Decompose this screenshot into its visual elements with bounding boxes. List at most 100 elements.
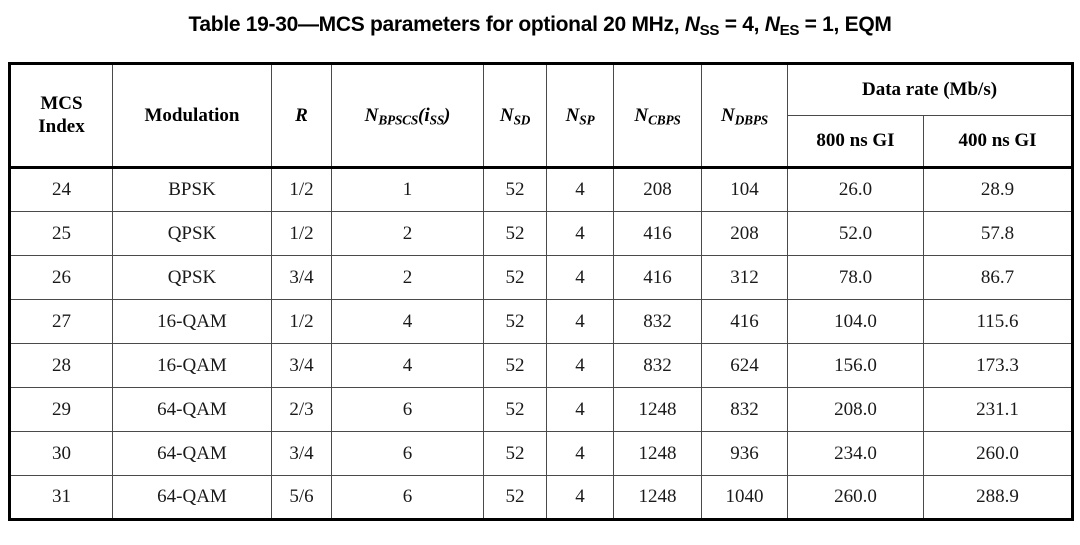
math-sub: BPSCS (378, 112, 419, 128)
cell-dr800: 208.0 (787, 387, 924, 432)
cell-modulation: 64-QAM (112, 431, 272, 476)
cell-dr400: 231.1 (922, 387, 1074, 432)
cell-dr800: 52.0 (787, 211, 924, 256)
table-row: 26 QPSK 3/4 2 52 4 416 312 78.0 86.7 (9, 255, 1074, 300)
header-row-top: MCS Index Modulation R NBPSCS(iSS) NSD N… (9, 63, 1074, 168)
math-base: N (721, 104, 735, 126)
math-base: N (634, 104, 649, 126)
cell-ndbps: 624 (701, 343, 788, 388)
cell-index: 26 (9, 255, 113, 300)
cell-dr800: 234.0 (787, 431, 924, 476)
cell-r: 3/4 (271, 431, 332, 476)
math-sub: SD (513, 112, 531, 128)
math-base: N (364, 104, 379, 126)
cell-ncbps: 208 (613, 166, 702, 212)
cell-ndbps: 832 (701, 387, 788, 432)
cell-ncbps: 1248 (613, 387, 702, 432)
cell-dr400: 115.6 (922, 299, 1074, 344)
table-header: MCS Index Modulation R NBPSCS(iSS) NSD N… (9, 63, 1074, 168)
cell-index: 30 (9, 431, 113, 476)
cell-ncbps: 1248 (613, 431, 702, 476)
cell-ndbps: 416 (701, 299, 788, 344)
cell-dr800: 78.0 (787, 255, 924, 300)
cell-index: 29 (9, 387, 113, 432)
cell-modulation: 64-QAM (112, 387, 272, 432)
cell-dr800: 156.0 (787, 343, 924, 388)
cell-dr400: 86.7 (922, 255, 1074, 300)
cell-index: 28 (9, 343, 113, 388)
cell-nsd: 52 (483, 166, 547, 212)
cell-nsp: 4 (546, 343, 614, 388)
cell-ncbps: 832 (613, 343, 702, 388)
col-header-nsd: NSD (483, 63, 547, 168)
table-row: 30 64-QAM 3/4 6 52 4 1248 936 234.0 260.0 (9, 431, 1074, 476)
cell-nsd: 52 (483, 255, 547, 300)
title-var-nss: N (684, 13, 700, 36)
title-sub-es: ES (779, 21, 800, 39)
cell-ndbps: 312 (701, 255, 788, 300)
cell-modulation: QPSK (112, 211, 272, 256)
col-header-mcs-index: MCS Index (9, 63, 113, 168)
cell-nsp: 4 (546, 299, 614, 344)
title-text-eq1: = 4, (719, 13, 765, 36)
cell-index: 31 (9, 475, 113, 520)
col-header-modulation: Modulation (112, 63, 272, 168)
cell-index: 24 (9, 166, 113, 212)
col-header-ndbps: NDBPS (701, 63, 788, 168)
cell-nsp: 4 (546, 475, 614, 520)
cell-dr400: 173.3 (922, 343, 1074, 388)
cell-r: 1/2 (271, 299, 332, 344)
cell-nbpscs: 2 (331, 211, 484, 256)
cell-nbpscs: 1 (331, 166, 484, 212)
cell-ndbps: 104 (701, 166, 788, 212)
cell-nsp: 4 (546, 211, 614, 256)
cell-modulation: QPSK (112, 255, 272, 300)
table-row: 27 16-QAM 1/2 4 52 4 832 416 104.0 115.6 (9, 299, 1074, 344)
table-row: 31 64-QAM 5/6 6 52 4 1248 1040 260.0 288.9 (9, 475, 1074, 520)
cell-ncbps: 1248 (613, 475, 702, 520)
cell-nsd: 52 (483, 475, 547, 520)
cell-r: 3/4 (271, 255, 332, 300)
col-header-r: R (271, 63, 332, 168)
math-sub: DBPS (734, 112, 768, 128)
header-row-sub: 800 ns GI 400 ns GI (10, 115, 1074, 168)
math-paren-close: ) (444, 104, 451, 126)
mcs-parameters-table: MCS Index Modulation R NBPSCS(iSS) NSD N… (8, 62, 1075, 521)
cell-ncbps: 832 (613, 299, 702, 344)
table-title: Table 19-30—MCS parameters for optional … (0, 0, 1080, 39)
math-sub: SP (579, 112, 595, 128)
cell-dr400: 28.9 (922, 166, 1074, 212)
cell-index: 25 (9, 211, 113, 256)
cell-dr800: 260.0 (787, 475, 924, 520)
cell-r: 3/4 (271, 343, 332, 388)
title-text-prefix: Table 19-30—MCS parameters for optional … (188, 13, 685, 36)
cell-nbpscs: 6 (331, 431, 484, 476)
title-text-eq2: = 1, EQM (799, 13, 892, 36)
cell-r: 2/3 (271, 387, 332, 432)
cell-dr400: 260.0 (922, 431, 1074, 476)
cell-modulation: 16-QAM (112, 343, 272, 388)
cell-index: 27 (9, 299, 113, 344)
cell-ndbps: 1040 (701, 475, 788, 520)
cell-nsd: 52 (483, 387, 547, 432)
cell-nbpscs: 6 (331, 475, 484, 520)
cell-modulation: 16-QAM (112, 299, 272, 344)
cell-nsd: 52 (483, 211, 547, 256)
math-base: N (499, 104, 514, 126)
math-paren-open: ( (418, 104, 425, 126)
col-header-data-rate: Data rate (Mb/s) (786, 63, 1074, 116)
table-row: 28 16-QAM 3/4 4 52 4 832 624 156.0 173.3 (9, 343, 1074, 388)
math-sub: CBPS (648, 112, 681, 128)
cell-dr800: 26.0 (787, 166, 924, 212)
cell-r: 1/2 (271, 166, 332, 212)
cell-ncbps: 416 (613, 211, 702, 256)
col-header-mcs-line1: MCS (40, 93, 83, 115)
cell-nbpscs: 4 (331, 343, 484, 388)
cell-nbpscs: 2 (331, 255, 484, 300)
col-header-nsp: NSP (546, 63, 614, 168)
cell-ndbps: 208 (701, 211, 788, 256)
table-row: 29 64-QAM 2/3 6 52 4 1248 832 208.0 231.1 (9, 387, 1074, 432)
math-ivar: i (424, 104, 430, 126)
col-header-nbpscs: NBPSCS(iSS) (331, 63, 484, 168)
